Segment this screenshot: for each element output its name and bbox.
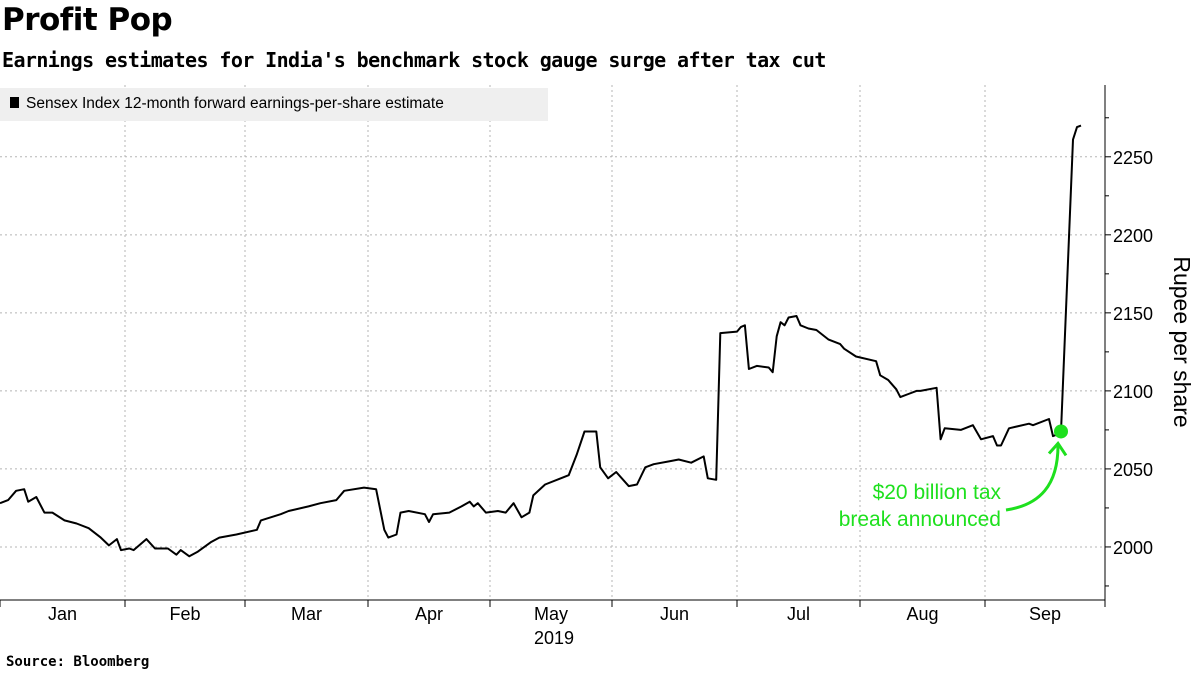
- x-tick-label: Jun: [660, 604, 689, 624]
- annotation-arrowhead-icon: [1047, 441, 1068, 457]
- axes: 2000 2050 2100 2150 2200 2250 Jan Feb Mar Apr May J…: [0, 85, 1153, 624]
- y-axis-label: Rupee per share: [1169, 256, 1195, 427]
- y-tick-label: 2150: [1113, 304, 1153, 324]
- y-tick-label: 2050: [1113, 460, 1153, 480]
- x-tick-label: Mar: [291, 604, 322, 624]
- x-tick-label: Sep: [1029, 604, 1061, 624]
- x-axis-year-label: 2019: [534, 628, 574, 648]
- x-tick-label: Jul: [787, 604, 810, 624]
- legend-label: Sensex Index 12-month forward earnings-p…: [26, 95, 444, 112]
- series-line-sensex-eps: [0, 124, 1082, 558]
- x-tick-label: Jan: [48, 604, 77, 624]
- annotation-text: $20 billion tax: [873, 481, 1002, 504]
- x-tick-label: May: [534, 604, 568, 624]
- x-tick-label: Feb: [169, 604, 200, 624]
- y-tick-label: 2200: [1113, 226, 1153, 246]
- annotation: $20 billion tax break announced: [839, 424, 1068, 531]
- x-tick-label: Apr: [415, 604, 443, 624]
- x-tick-label: Aug: [906, 604, 938, 624]
- legend-swatch: [10, 97, 19, 108]
- annotation-marker-dot: [1054, 424, 1068, 439]
- chart-subtitle: Earnings estimates for India's benchmark…: [2, 48, 826, 72]
- annotation-arrow-icon: [1005, 445, 1060, 512]
- source-note: Source: Bloomberg: [6, 654, 150, 670]
- chart-title: Profit Pop: [2, 2, 173, 38]
- y-tick-label: 2100: [1113, 382, 1153, 402]
- annotation-text: break announced: [839, 508, 1001, 531]
- y-tick-label: 2000: [1113, 538, 1153, 558]
- legend-box: [0, 88, 548, 121]
- y-tick-label: 2250: [1113, 148, 1153, 168]
